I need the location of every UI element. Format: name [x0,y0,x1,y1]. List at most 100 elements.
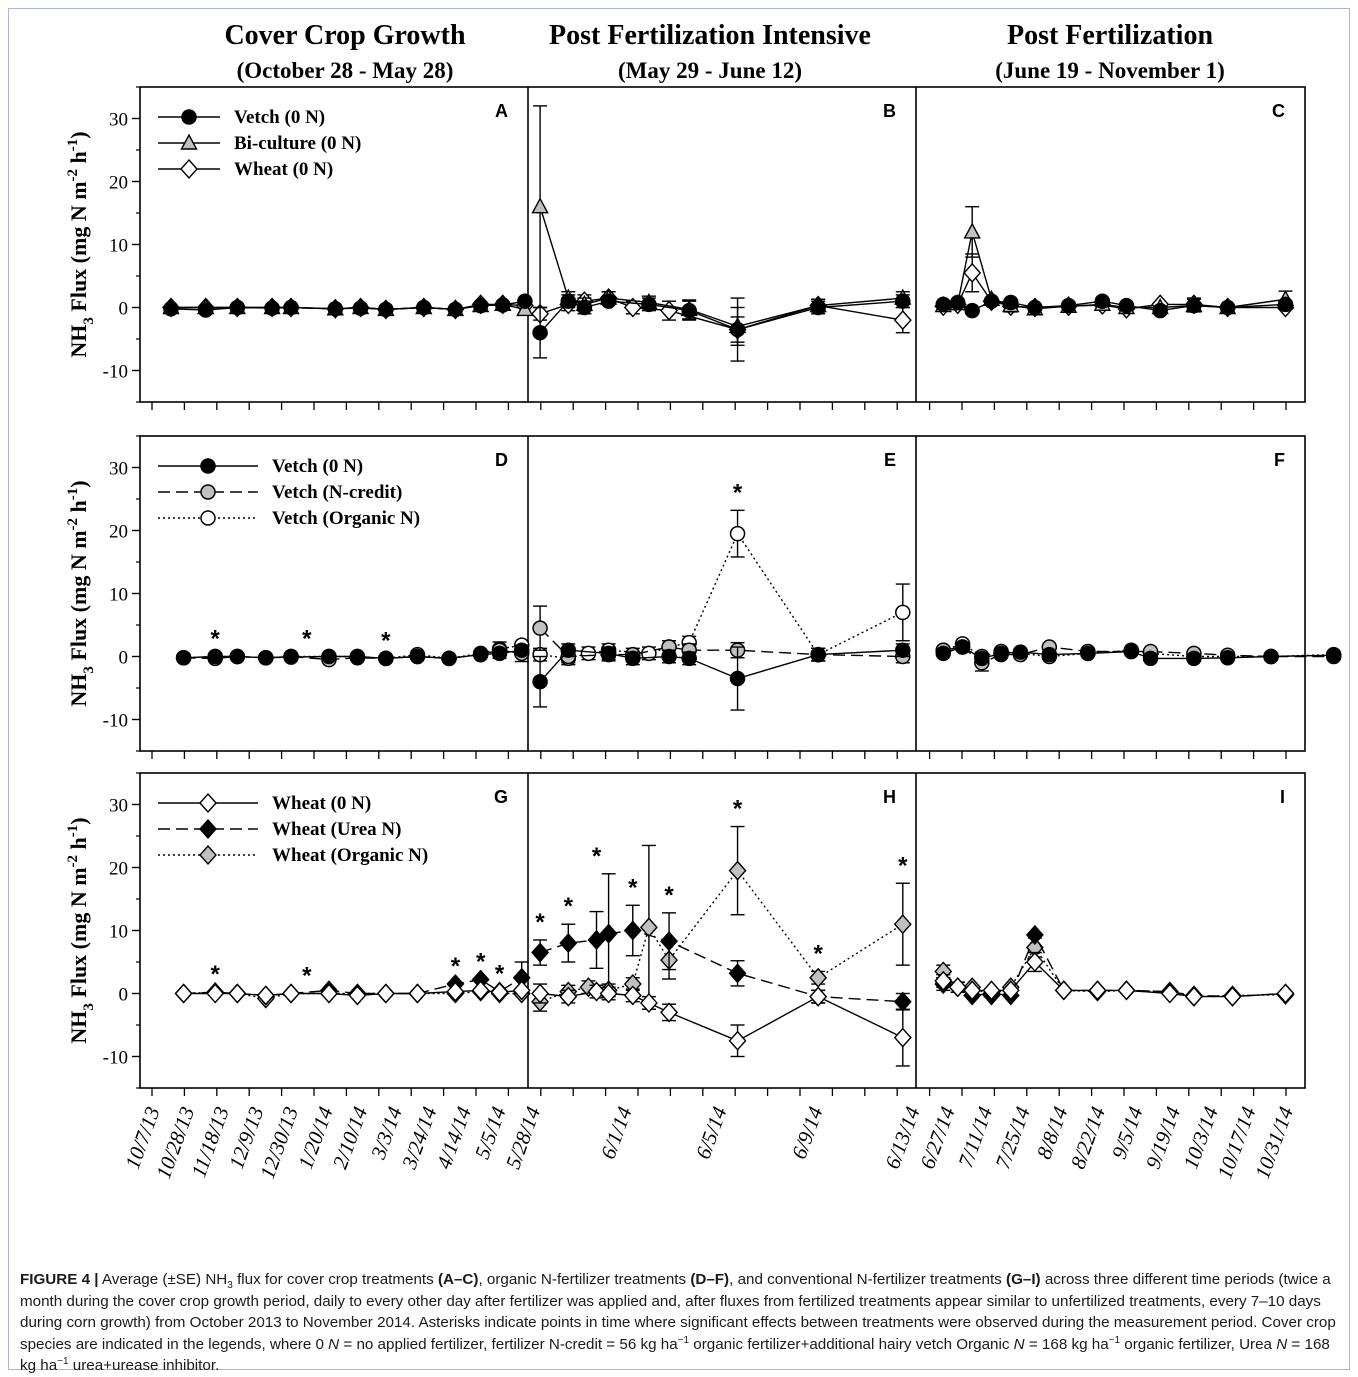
data-point [954,639,971,655]
panel-b: B [531,101,912,362]
significance-star: * [211,626,221,653]
data-point [728,1030,747,1051]
y-axis-label-part: -1 [65,825,81,838]
data-point [1080,645,1096,662]
data-point [963,222,981,239]
data-point [599,983,618,1004]
data-point [641,296,657,313]
figure-4-chart: Cover Crop Growth (October 28 - May 28) Po… [65,20,1342,1182]
y-axis-label-part: NH [66,325,91,358]
panel-e: E* [532,450,911,711]
panel-letter: D [495,450,508,470]
data-point [661,648,677,665]
data-point [532,673,548,690]
data-point [517,293,533,309]
caption-sub: 3 [227,1280,233,1292]
data-point [409,648,426,665]
y-axis-label-part: -2 [65,518,81,531]
figure-caption: FIGURE 4 | Average (±SE) NH3 flux for co… [20,1269,1338,1377]
y-tick-label: 0 [119,299,129,320]
data-point [180,158,198,180]
series-line [540,990,904,1042]
data-point [199,844,217,866]
data-point [1088,980,1107,1001]
period-subtitle: (October 28 - May 28) [237,58,454,83]
legend-label: Vetch (N-credit) [272,482,402,503]
data-point [1117,980,1136,1001]
data-point [893,914,912,935]
caption-label: FIGURE 4 | [20,1271,99,1288]
data-point [1123,643,1140,660]
data-point [200,458,216,474]
significance-star: * [813,940,823,967]
data-point [472,646,489,663]
y-tick-label: 0 [119,985,129,1006]
significance-star: * [592,843,602,870]
data-point [893,991,912,1012]
data-point [197,302,214,318]
data-point [1263,648,1279,665]
caption-text: Average (±SE) NH [98,1271,228,1288]
y-axis-label-part: h [66,500,91,518]
significance-star: * [381,627,391,654]
data-point [623,985,642,1006]
legend-label: Vetch (0 N) [234,107,325,128]
significance-star: * [664,882,674,909]
data-point [1219,650,1236,666]
data-point [532,620,548,636]
panel-letter: C [1272,101,1285,121]
figure-frame [8,8,1350,1370]
y-axis-label-part: 3 [81,666,97,674]
caption-text: N [1013,1335,1025,1353]
data-point [200,510,216,526]
data-point [320,983,338,1004]
y-tick-label: 30 [109,796,128,817]
panel-letter: G [494,787,508,807]
caption-text: across three different time periods (twi… [20,1271,1336,1353]
data-point [580,645,597,662]
caption-text: = 168 kg ha [1024,1335,1109,1353]
significance-star: * [451,953,461,980]
panel-letter: I [1280,787,1285,807]
y-axis-label: NH3 Flux (mg N m-2 h-1) [65,480,97,706]
data-point [681,302,697,319]
y-axis-label-part: Flux (mg N m [66,867,91,1003]
data-point [181,109,197,125]
data-point [728,860,747,881]
data-point [963,262,982,283]
y-tick-label: -10 [103,362,128,383]
data-point [560,293,577,309]
data-point [228,983,247,1004]
data-point [660,931,678,952]
period-subtitle: (May 29 - June 12) [618,58,802,83]
data-point [348,985,367,1006]
caption-text: = 168 kg ha [20,1335,1330,1375]
data-point [352,300,369,316]
panel-letter: A [495,101,508,121]
data-point [531,942,550,963]
y-axis-label-part: h [66,837,91,855]
data-point [472,297,489,314]
data-point [471,980,490,1001]
panel-c: C [934,101,1295,319]
legend-label: Wheat (Urea N) [272,819,401,840]
y-tick-label: 10 [109,585,128,606]
data-point [559,986,578,1007]
legend-label: Wheat (Organic N) [272,845,428,866]
data-point [1094,293,1111,309]
data-point [895,604,911,621]
data-point [282,983,300,1004]
panel-h: H * * * * * * * * [531,787,912,1067]
y-tick-label: 10 [109,236,128,257]
data-point [258,650,274,666]
panel-g: G * * * * * Wheat (0 N) Wheat (Urea N) Wheat (Or… [158,787,531,1009]
data-point [207,648,223,665]
data-point [1142,650,1159,667]
data-point [1001,980,1020,1001]
legend-label: Bi-culture (0 N) [234,133,361,154]
data-point [982,980,1001,1001]
data-point [441,650,457,667]
y-axis-label-part: NH [66,674,91,707]
data-point [256,985,275,1006]
data-point [283,649,299,665]
